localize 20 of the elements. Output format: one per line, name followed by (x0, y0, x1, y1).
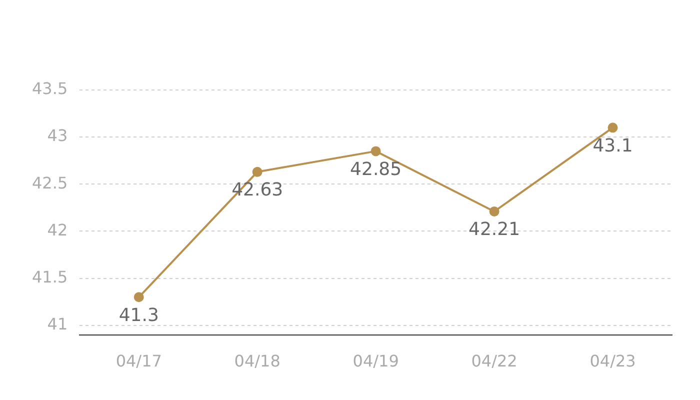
y-tick-label: 43 (47, 126, 68, 146)
point (370, 146, 381, 156)
x-tick-label: 04/23 (590, 352, 636, 371)
x-tick-label: 04/22 (471, 352, 518, 371)
y-tick-label: 41.5 (32, 267, 68, 286)
data-label: 42.21 (468, 219, 520, 240)
x-tick-label: 04/18 (234, 352, 280, 371)
x-tick-label: 04/19 (352, 352, 399, 371)
y-tick-label: 42 (47, 220, 68, 240)
y-tick-label: 41 (47, 314, 68, 334)
x-tick-label: 04/17 (116, 352, 162, 371)
y-tick-label: 42.5 (32, 173, 68, 192)
point (252, 166, 262, 177)
data-label: 42.85 (350, 158, 402, 180)
data-label: 43.1 (592, 135, 633, 156)
point (489, 206, 500, 216)
point (608, 122, 618, 133)
point (134, 292, 144, 302)
y-tick-label: 43.5 (32, 79, 68, 98)
data-label: 41.3 (118, 304, 159, 326)
